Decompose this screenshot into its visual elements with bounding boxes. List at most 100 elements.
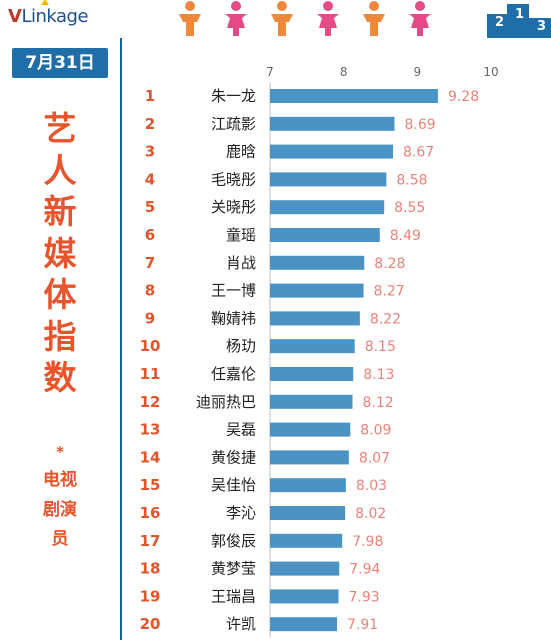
rank-label: 6 — [145, 226, 155, 244]
index-title: 艺人新媒体指数 — [43, 109, 77, 397]
bar — [270, 228, 380, 242]
rank-label: 10 — [140, 337, 161, 355]
bar — [270, 394, 353, 409]
bar — [270, 283, 364, 298]
people-figures-icon — [179, 1, 431, 36]
bar — [270, 617, 338, 632]
bar — [270, 339, 355, 354]
rank-label: 14 — [140, 448, 161, 466]
x-tick-label: 8 — [340, 65, 348, 79]
svg-text:2: 2 — [495, 15, 504, 30]
category-subtitle: 电视剧演员 — [43, 470, 77, 549]
artist-name: 吴佳怡 — [211, 476, 256, 494]
logo-v: V — [8, 6, 22, 27]
artist-name: 黄梦莹 — [211, 560, 256, 578]
logo-text: Linkage — [21, 6, 89, 27]
rank-label: 9 — [145, 309, 155, 327]
value-label: 8.13 — [363, 367, 394, 383]
value-label: 8.67 — [403, 145, 434, 161]
artist-name: 杨玏 — [226, 337, 256, 355]
podium-icon: 2 1 3 — [487, 4, 551, 38]
artist-name: 毛晓彤 — [211, 170, 256, 188]
artist-name: 任嘉伦 — [211, 365, 256, 383]
bar — [270, 172, 387, 187]
person-icon — [271, 1, 293, 36]
value-label: 8.55 — [394, 200, 425, 216]
person-icon — [363, 1, 385, 36]
value-label: 8.15 — [365, 339, 396, 355]
artist-name: 李沁 — [226, 504, 256, 522]
value-label: 8.69 — [404, 117, 435, 133]
x-tick-label: 10 — [483, 65, 498, 79]
bar — [270, 367, 354, 381]
rank-label: 2 — [145, 115, 155, 133]
bar — [270, 89, 438, 103]
artist-name: 郭俊辰 — [211, 532, 256, 550]
artist-name: 黄俊捷 — [211, 448, 256, 466]
artist-name: 朱一龙 — [211, 87, 256, 105]
rank-label: 5 — [145, 198, 155, 216]
value-label: 8.03 — [356, 478, 387, 494]
value-label: 8.07 — [359, 450, 390, 466]
person-icon — [179, 1, 201, 36]
rank-label: 20 — [140, 615, 161, 633]
rank-label: 1 — [145, 87, 155, 105]
bar — [270, 422, 351, 437]
value-label: 8.58 — [396, 172, 427, 188]
artist-name: 鹿晗 — [226, 143, 256, 161]
rank-label: 7 — [145, 254, 155, 272]
bar — [270, 561, 340, 576]
rank-label: 3 — [145, 143, 155, 161]
value-label: 8.28 — [374, 256, 405, 272]
x-tick-label: 7 — [266, 65, 274, 79]
rank-label: 11 — [140, 365, 161, 383]
bar — [270, 311, 360, 326]
artist-name: 吴磊 — [226, 421, 256, 439]
svg-text:1: 1 — [515, 7, 524, 22]
rank-label: 8 — [145, 282, 155, 300]
rank-label: 15 — [140, 476, 161, 494]
artist-name: 肖战 — [226, 254, 256, 272]
artist-name: 鞠婧祎 — [211, 309, 256, 327]
artist-name: 江疏影 — [211, 115, 256, 133]
woman-icon — [225, 1, 247, 36]
artist-name: 王一博 — [211, 282, 256, 300]
title-asterisk: * — [56, 443, 64, 461]
artist-name: 童瑶 — [226, 226, 256, 244]
value-label: 8.49 — [390, 228, 421, 244]
artist-name: 许凯 — [226, 615, 256, 633]
vlinkage-logo: VLinkage — [8, 6, 89, 27]
woman-icon — [409, 1, 431, 36]
bar — [270, 478, 346, 493]
bar — [270, 144, 394, 159]
value-label: 7.98 — [352, 534, 383, 550]
left-panel — [0, 38, 122, 640]
value-label: 7.91 — [347, 617, 378, 633]
value-label: 8.12 — [363, 395, 394, 411]
value-label: 8.27 — [374, 284, 405, 300]
logo-spark-icon — [41, 0, 49, 5]
rank-label: 17 — [140, 532, 161, 550]
rank-label: 4 — [145, 170, 155, 188]
value-label: 9.28 — [448, 89, 479, 105]
bar — [270, 116, 395, 131]
rank-label: 19 — [140, 587, 161, 605]
bar — [270, 506, 346, 520]
bar — [270, 255, 365, 270]
value-label: 8.09 — [360, 423, 391, 439]
woman-icon — [317, 1, 339, 36]
svg-text:3: 3 — [537, 19, 546, 34]
value-label: 8.22 — [370, 311, 401, 327]
value-label: 8.02 — [355, 506, 386, 522]
value-label: 7.93 — [349, 589, 380, 605]
bar — [270, 200, 385, 215]
bar-chart: 7 8 9 10 1 朱一龙 9.28 2 江疏影 8.69 3 鹿晗 8.67 4 毛晓彤 8.58 5 关晓彤… — [140, 65, 499, 638]
top-banner: VLinkage 2 1 3 — [0, 0, 551, 38]
rank-label: 12 — [140, 393, 161, 411]
bar — [270, 450, 349, 465]
artist-name: 王瑞昌 — [211, 587, 256, 605]
rank-label: 13 — [140, 421, 161, 439]
bar — [270, 589, 339, 604]
value-label: 7.94 — [349, 562, 380, 578]
rank-label: 18 — [140, 560, 161, 578]
